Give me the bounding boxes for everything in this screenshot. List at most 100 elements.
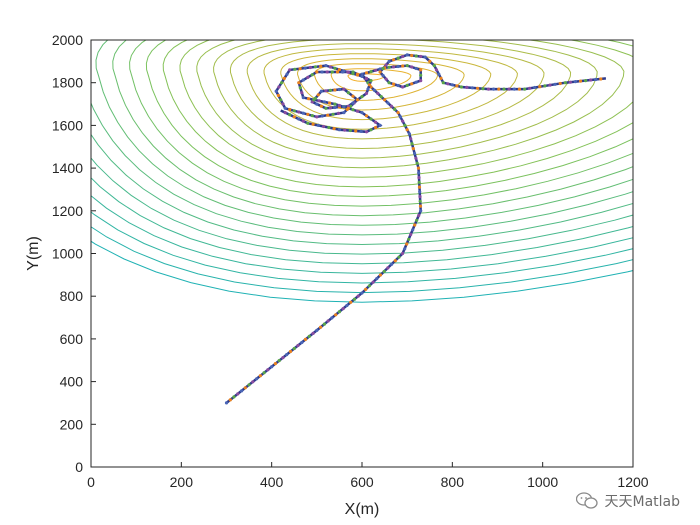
trajectory-point — [407, 132, 411, 136]
trajectory-point — [301, 119, 305, 123]
trajectory-point — [288, 107, 292, 112]
trajectory-point — [333, 102, 337, 106]
trajectory-point — [378, 70, 382, 74]
trajectory-point — [364, 287, 368, 291]
trajectory-point — [240, 389, 244, 393]
trajectory-point — [387, 81, 391, 85]
trajectory-point — [330, 70, 334, 74]
trajectory-point — [364, 71, 369, 75]
trajectory-point — [378, 123, 382, 127]
watermark: 天天Matlab — [576, 491, 680, 511]
trajectory-point — [285, 353, 289, 357]
trajectory-point — [236, 392, 240, 396]
trajectory-point — [486, 87, 491, 91]
trajectory-point — [364, 91, 369, 95]
trajectory-point — [381, 66, 385, 71]
x-tick-label: 0 — [87, 474, 95, 490]
trajectory-point — [382, 269, 386, 274]
trajectory-point — [324, 64, 328, 68]
trajectory-point — [349, 104, 353, 108]
trajectory-point — [417, 180, 421, 184]
trajectory-point — [262, 371, 266, 375]
trajectory-point — [346, 91, 350, 95]
trajectory-point — [319, 325, 323, 329]
trajectory-point — [313, 65, 318, 69]
trajectory-point — [273, 362, 277, 366]
contour-line — [330, 68, 412, 92]
y-tick-label: 1000 — [52, 246, 83, 262]
trajectory-point — [455, 84, 459, 88]
trajectory-point — [232, 395, 236, 399]
trajectory-point — [319, 64, 323, 68]
trajectory-point — [319, 104, 323, 108]
trajectory-point — [414, 156, 418, 160]
trajectory-point — [386, 266, 390, 270]
trajectory-point — [315, 328, 319, 332]
trajectory-point — [392, 58, 396, 62]
trajectory-point — [310, 73, 314, 77]
trajectory-point — [283, 111, 287, 115]
trajectory-point — [414, 80, 418, 84]
trajectory-point — [351, 94, 355, 98]
trajectory-point — [281, 356, 285, 360]
trajectory-point — [372, 88, 376, 92]
trajectory-point — [415, 218, 419, 222]
trajectory-point — [326, 319, 330, 323]
y-tick-label: 600 — [60, 331, 84, 347]
trajectory-point — [297, 117, 301, 121]
trajectory-point — [335, 70, 340, 74]
trajectory-point — [417, 213, 421, 218]
trajectory-point — [360, 111, 364, 115]
trajectory-point — [337, 310, 341, 314]
trajectory-point — [411, 147, 415, 151]
trajectory-point — [328, 88, 332, 92]
trajectory-point — [311, 331, 315, 335]
trajectory-point — [364, 76, 369, 80]
trajectory-point — [533, 85, 537, 90]
trajectory-point — [405, 242, 409, 246]
trajectory-point — [283, 106, 287, 110]
contour-line — [229, 40, 572, 150]
contour-line — [95, 40, 633, 226]
trajectory-point — [317, 99, 321, 103]
trajectory-point — [307, 334, 311, 338]
trajectory-point — [410, 82, 414, 86]
trajectory-point — [334, 313, 338, 317]
trajectory-point — [599, 77, 603, 81]
trajectory-point — [398, 115, 402, 119]
contour-line — [91, 101, 633, 236]
x-axis-label: X(m) — [345, 501, 380, 518]
trajectory-point — [594, 77, 598, 82]
trajectory-point — [333, 88, 337, 92]
trajectory-point — [374, 120, 378, 124]
trajectory-point — [369, 79, 373, 83]
trajectory-point — [418, 190, 422, 194]
trajectory-point — [311, 122, 315, 126]
trajectory-point — [407, 237, 411, 241]
contour-line — [91, 177, 633, 265]
trajectory-point — [397, 255, 401, 259]
trajectory-point — [374, 125, 378, 130]
trajectory-point — [303, 66, 307, 70]
trajectory-point — [393, 259, 397, 263]
trajectory-point — [364, 114, 369, 118]
trajectory-point — [409, 137, 413, 141]
trajectory-point — [337, 68, 341, 72]
trajectory-point — [301, 78, 305, 82]
trajectory-point — [315, 70, 319, 74]
trajectory-point — [310, 114, 314, 118]
trajectory-point — [409, 232, 413, 237]
trajectory-point — [465, 85, 469, 89]
trajectory-point — [292, 346, 296, 351]
y-tick-label: 0 — [75, 459, 83, 475]
trajectory-point — [288, 349, 293, 354]
trajectory-point — [336, 111, 341, 115]
trajectory-point — [228, 398, 232, 402]
contour-line — [179, 40, 633, 178]
trajectory-point — [364, 130, 369, 134]
trajectory-point — [349, 300, 353, 304]
trajectory-point — [298, 67, 302, 71]
contour-line — [91, 226, 633, 294]
contour-line — [91, 240, 633, 303]
trajectory-point — [251, 380, 255, 384]
